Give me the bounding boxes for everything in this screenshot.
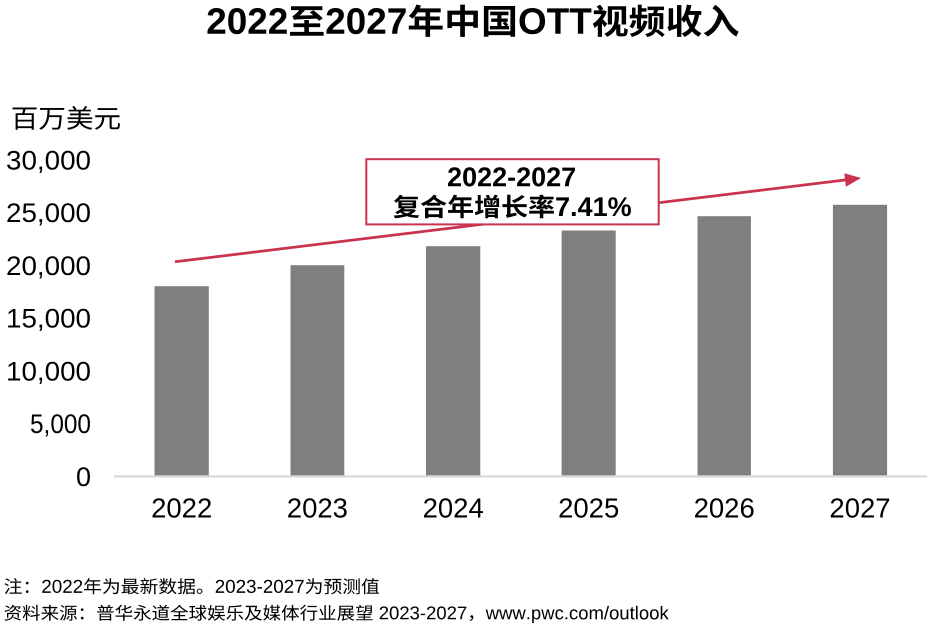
svg-text:2025: 2025	[558, 493, 619, 524]
svg-text:0: 0	[76, 462, 91, 492]
svg-text:2023: 2023	[287, 493, 348, 524]
svg-text:2022: 2022	[151, 493, 212, 524]
svg-text:2027: 2027	[829, 493, 890, 524]
svg-text:25,000: 25,000	[6, 198, 91, 228]
svg-text:15,000: 15,000	[6, 304, 91, 334]
svg-text:2024: 2024	[423, 493, 484, 524]
svg-text:30,000: 30,000	[6, 145, 91, 175]
svg-text:5,000: 5,000	[30, 409, 91, 439]
svg-text:2026: 2026	[694, 493, 755, 524]
svg-text:20,000: 20,000	[6, 251, 91, 281]
svg-text:10,000: 10,000	[6, 356, 91, 386]
